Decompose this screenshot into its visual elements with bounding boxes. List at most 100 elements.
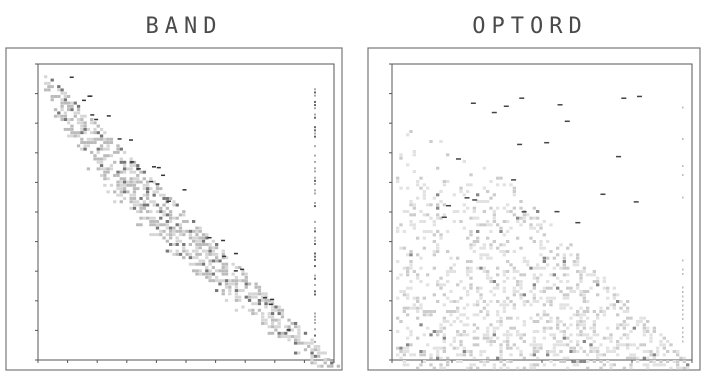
nonzero-cell [122, 170, 127, 174]
nonzero-cell [539, 266, 543, 270]
nonzero-cell [532, 300, 536, 303]
nonzero-cell [592, 350, 596, 353]
nonzero-cell [284, 325, 288, 329]
nonzero-cell [512, 276, 516, 280]
nonzero-cell [195, 249, 199, 253]
nonzero-cell [262, 297, 267, 299]
nonzero-cell [221, 256, 225, 260]
nonzero-cell [96, 137, 100, 141]
nonzero-cell [576, 286, 580, 290]
nonzero-cell [532, 353, 536, 357]
nonzero-cell [320, 351, 324, 355]
nonzero-cell [182, 213, 186, 217]
nonzero-cell [198, 229, 202, 233]
nonzero-cell [406, 286, 410, 290]
nonzero-cell [396, 176, 400, 180]
nonzero-cell [293, 338, 298, 342]
nonzero-cell [542, 266, 546, 270]
nonzero-cell [552, 296, 556, 300]
nonzero-cell [482, 166, 486, 170]
nonzero-cell [536, 350, 540, 353]
nonzero-cell [562, 336, 566, 340]
nonzero-cell [142, 187, 146, 191]
nonzero-cell [198, 236, 202, 240]
nonzero-cell [60, 114, 64, 118]
nonzero-cell [576, 283, 580, 287]
nonzero-cell [616, 340, 620, 343]
nonzero-cell [646, 366, 650, 370]
nonzero-cell [576, 263, 580, 267]
nonzero-cell [277, 331, 281, 335]
nonzero-cell [439, 286, 443, 290]
nonzero-cell [192, 249, 196, 253]
nonzero-cell [556, 286, 560, 290]
nonzero-cell [251, 292, 255, 296]
nonzero-cell [422, 196, 426, 200]
nonzero-cell [122, 190, 127, 194]
nonzero-cell [211, 266, 216, 270]
nonzero-cell [539, 343, 543, 347]
nonzero-cell [642, 343, 646, 347]
nonzero-cell [50, 85, 54, 89]
nonzero-cell [519, 273, 523, 277]
nonzero-cell [208, 249, 212, 253]
nonzero-cell [406, 266, 410, 270]
nonzero-cell [416, 366, 420, 370]
nonzero-cell [201, 239, 206, 243]
nonzero-cell [195, 272, 199, 276]
nonzero-cell [277, 308, 281, 312]
nonzero-cell [406, 343, 410, 347]
nonzero-cell [476, 266, 480, 270]
nonzero-cell [532, 350, 536, 353]
nonzero-cell [496, 326, 500, 330]
nonzero-cell [396, 316, 400, 320]
nonzero-cell [682, 291, 684, 293]
nonzero-cell [155, 223, 160, 227]
nonzero-cell [267, 298, 271, 302]
nonzero-cell [416, 276, 420, 280]
nonzero-cell [502, 310, 506, 313]
nonzero-cell [582, 340, 586, 343]
nonzero-cell [234, 298, 239, 302]
nonzero-cell [612, 350, 616, 353]
nonzero-cell [80, 127, 84, 131]
nonzero-cell [472, 363, 476, 367]
nonzero-cell [126, 183, 130, 187]
nonzero-cell [145, 187, 150, 191]
nonzero-cell [546, 353, 550, 357]
nonzero-cell [536, 330, 540, 333]
nonzero-cell [479, 246, 483, 250]
nonzero-cell [552, 256, 556, 260]
nonzero-cell [472, 323, 476, 327]
nonzero-cell [132, 164, 137, 168]
nonzero-cell [482, 360, 486, 363]
nonzero-cell [96, 131, 100, 135]
nonzero-cell [592, 320, 596, 323]
nonzero-cell [466, 290, 470, 293]
nonzero-cell [589, 346, 593, 350]
nonzero-cell [522, 256, 526, 260]
nonzero-cell [402, 210, 406, 213]
nonzero-cell [436, 280, 440, 283]
nonzero-cell [336, 364, 340, 368]
nonzero-cell [142, 216, 146, 220]
nonzero-cell [165, 233, 169, 237]
nonzero-cell [546, 240, 550, 243]
nonzero-cell [496, 266, 500, 270]
nonzero-cell [576, 363, 580, 367]
nonzero-cell [234, 275, 239, 279]
nonzero-cell [215, 279, 219, 283]
nonzero-cell [442, 333, 446, 337]
nonzero-cell [616, 343, 620, 347]
nonzero-cell [195, 229, 199, 233]
nonzero-cell [449, 270, 453, 273]
nonzero-cell [636, 346, 640, 350]
nonzero-cell [529, 363, 533, 367]
nonzero-cell [320, 364, 324, 368]
nonzero-cell [145, 210, 150, 214]
nonzero-cell [172, 203, 176, 207]
nonzero-cell [492, 240, 496, 243]
nonzero-cell [476, 230, 480, 233]
nonzero-cell [519, 286, 523, 290]
nonzero-cell [633, 201, 639, 203]
